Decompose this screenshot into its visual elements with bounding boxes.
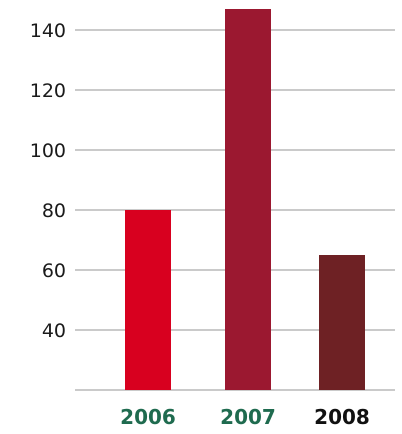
- y-tick-label-100: 100: [30, 140, 66, 162]
- bar-2006: [125, 210, 171, 390]
- x-category-label-2006: 2006: [120, 405, 176, 429]
- y-tick-label-40: 40: [42, 320, 66, 342]
- y-tick-label-80: 80: [42, 200, 66, 222]
- y-tick-label-140: 140: [30, 20, 66, 42]
- y-axis-ticks: 40 60 80 100 120 140: [30, 20, 66, 342]
- x-category-label-2007: 2007: [220, 405, 276, 429]
- y-tick-label-60: 60: [42, 260, 66, 282]
- x-axis-categories: 2006 2007 2008: [120, 405, 370, 429]
- bar-2008: [319, 255, 365, 390]
- x-category-label-2008: 2008: [314, 405, 370, 429]
- bars: [125, 9, 365, 390]
- y-tick-label-120: 120: [30, 80, 66, 102]
- bar-2007: [225, 9, 271, 390]
